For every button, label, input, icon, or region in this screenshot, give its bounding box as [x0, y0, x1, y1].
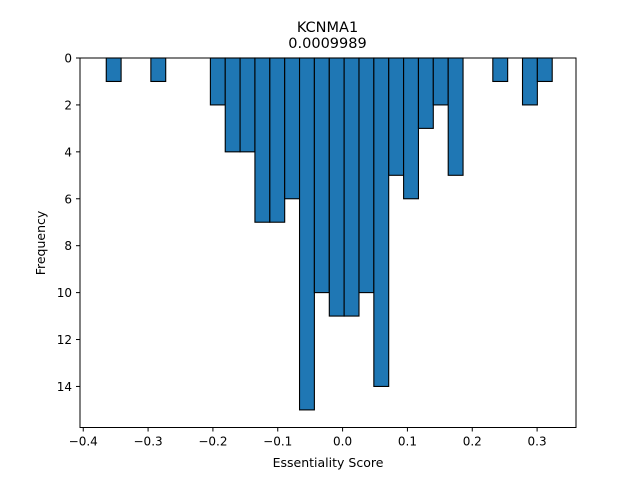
histogram-bar: [388, 57, 405, 176]
y-tick-label: 14: [57, 380, 72, 394]
y-tick-label: 6: [64, 192, 72, 206]
histogram-bar: [269, 57, 286, 223]
x-tick-label: −0.1: [263, 435, 292, 449]
histogram-bar: [224, 57, 241, 153]
y-tick-label: 2: [64, 98, 72, 112]
histogram-bar: [521, 57, 538, 106]
histogram-bar: [105, 57, 122, 83]
histogram-bar: [447, 57, 464, 176]
y-axis-ticks: 0 2 4 6 8 10 12 14: [57, 52, 80, 394]
histogram-bar: [373, 57, 390, 387]
histogram-bar: [298, 57, 315, 411]
chart-subtitle: 0.0009989: [288, 36, 366, 52]
histogram-bar: [284, 57, 301, 200]
plot-frame: [79, 57, 577, 428]
histogram-bar: [209, 57, 226, 106]
x-axis-label: Essentiality Score: [273, 455, 384, 470]
histogram-bar: [536, 57, 553, 83]
histogram-bar: [432, 57, 449, 106]
y-tick-label: 0: [64, 52, 72, 66]
histogram-bar: [254, 57, 271, 223]
x-axis-ticks: −0.4 −0.3 −0.2 −0.1 0.0 0.1 0.2 0.3: [69, 427, 547, 449]
histogram-bar: [343, 57, 360, 317]
x-tick-label: −0.2: [198, 435, 227, 449]
histogram-bar: [239, 57, 256, 153]
y-tick-label: 8: [64, 239, 72, 253]
x-tick-label: −0.3: [134, 435, 163, 449]
bars-group: [105, 57, 553, 411]
chart-title: KCNMA1: [297, 20, 358, 36]
histogram-bar: [313, 57, 330, 294]
x-tick-label: 0.2: [463, 435, 482, 449]
histogram-bar: [417, 57, 434, 129]
x-tick-label: 0.1: [398, 435, 417, 449]
histogram-bar: [403, 57, 419, 200]
x-tick-label: −0.4: [69, 435, 98, 449]
y-tick-label: 10: [57, 286, 72, 300]
histogram-bar: [358, 57, 375, 294]
histogram-bar: [492, 57, 509, 83]
x-tick-label: 0.0: [333, 435, 352, 449]
x-tick-label: 0.3: [528, 435, 547, 449]
y-axis-label: Frequency: [33, 210, 48, 275]
histogram-bar: [150, 57, 167, 83]
y-tick-label: 4: [64, 145, 72, 159]
histogram-bar: [328, 57, 345, 317]
y-tick-label: 12: [57, 333, 72, 347]
